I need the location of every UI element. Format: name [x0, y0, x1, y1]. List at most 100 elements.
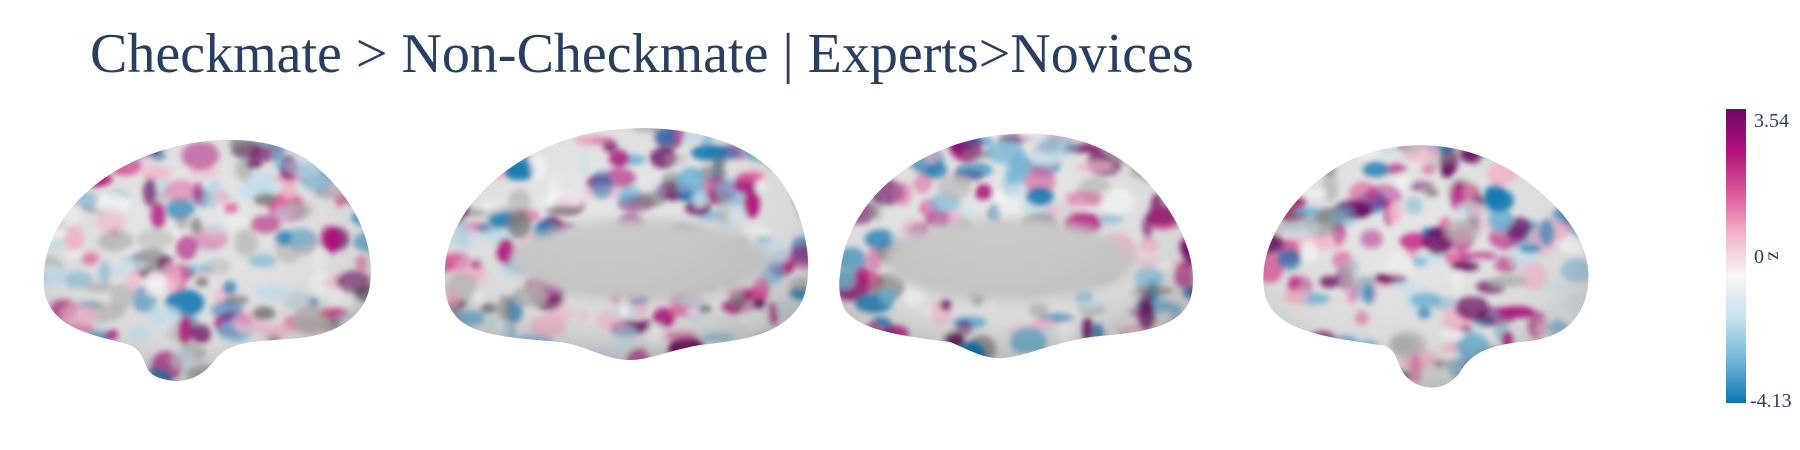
activation-blob	[290, 373, 310, 381]
activation-blob	[1173, 189, 1188, 202]
activation-blob	[861, 143, 900, 153]
activation-blob	[111, 142, 146, 157]
activation-blob	[490, 132, 503, 143]
activation-blob	[43, 364, 77, 376]
colorbar-gradient	[1726, 109, 1746, 403]
activation-blob	[295, 356, 330, 367]
activation-blob	[359, 200, 371, 213]
activation-blob	[345, 139, 356, 163]
activation-blob	[280, 354, 292, 381]
activation-blob	[1556, 188, 1581, 209]
activation-blob	[460, 148, 486, 177]
activation-blob	[1334, 335, 1345, 365]
activation-blob	[470, 133, 491, 152]
activation-blob	[1185, 320, 1194, 343]
activation-blob	[1341, 348, 1360, 365]
activation-blob	[82, 365, 96, 381]
activation-blob	[46, 189, 72, 210]
activation-blob	[483, 128, 518, 139]
activation-blob	[73, 156, 90, 173]
activation-blob	[285, 367, 314, 381]
activation-blob	[1527, 341, 1560, 354]
activation-blob	[271, 374, 282, 381]
activation-blob	[453, 128, 490, 147]
activation-blob	[1263, 169, 1278, 185]
activation-blob	[498, 131, 517, 158]
activation-blob	[1522, 155, 1553, 167]
activation-blob	[786, 322, 806, 344]
activation-blob	[674, 349, 689, 361]
activation-blob	[58, 352, 76, 381]
activation-blob	[1182, 328, 1194, 339]
activation-blob	[850, 138, 879, 168]
activation-blob	[1166, 168, 1194, 197]
activation-blob	[449, 128, 475, 146]
activation-blob	[52, 139, 69, 157]
activation-blob	[1312, 353, 1325, 372]
activation-blob	[1343, 363, 1372, 376]
activation-blob	[45, 200, 70, 210]
activation-blob	[1293, 359, 1313, 373]
activation-blob	[1581, 361, 1589, 376]
activation-blob	[1293, 145, 1320, 172]
activation-blob	[242, 356, 254, 372]
activation-blob	[767, 156, 780, 169]
activation-blob	[310, 364, 333, 381]
activation-blob	[897, 133, 921, 140]
activation-blob	[1288, 145, 1311, 157]
activation-blob	[357, 336, 371, 358]
activation-blob	[783, 330, 809, 343]
activation-blob	[795, 155, 809, 179]
activation-blob	[740, 354, 767, 361]
activation-blob	[772, 151, 796, 163]
activation-blob	[56, 180, 72, 200]
activation-blob	[507, 140, 522, 160]
brain-surface-panel	[0, 110, 1720, 430]
activation-blob	[1264, 156, 1290, 175]
activation-blob	[231, 348, 270, 365]
activation-blob	[459, 339, 477, 357]
surface-shading	[1263, 145, 1589, 388]
activation-blob	[249, 358, 262, 381]
activation-blob	[1575, 337, 1589, 350]
activation-blob	[296, 144, 328, 155]
activation-blob	[1549, 353, 1567, 373]
activation-blob	[91, 341, 110, 351]
colorbar-mid-label: 0	[1754, 246, 1764, 268]
activation-blob	[798, 197, 809, 220]
activation-blob	[888, 148, 906, 158]
activation-blob	[1263, 335, 1274, 360]
brain-view-right-lateral	[1263, 145, 1589, 388]
activation-blob	[1585, 190, 1589, 206]
activation-blob	[713, 349, 734, 361]
activation-blob	[749, 128, 769, 133]
activation-blob	[1126, 141, 1147, 149]
activation-blob	[778, 150, 809, 169]
activation-blob	[1494, 145, 1514, 158]
colorbar-max-label: 3.54	[1754, 110, 1789, 132]
activation-blob	[1183, 332, 1194, 359]
activation-blob	[334, 139, 371, 147]
activation-blob	[1470, 145, 1484, 153]
activation-blob	[462, 128, 500, 147]
activation-blob	[1338, 350, 1358, 363]
activation-blob	[359, 335, 370, 362]
activation-blob	[310, 356, 343, 368]
activation-blob	[1565, 145, 1584, 151]
figure-title: Checkmate > Non-Checkmate | Experts>Novi…	[90, 23, 1194, 85]
activation-blob	[94, 143, 111, 155]
activation-blob	[1128, 147, 1151, 158]
activation-blob	[1269, 354, 1301, 384]
activation-blob	[61, 175, 76, 200]
surface-shading	[43, 139, 371, 381]
activation-blob	[331, 344, 366, 362]
activation-blob	[839, 140, 849, 150]
activation-blob	[333, 362, 371, 381]
activation-blob	[1263, 148, 1288, 167]
activation-blob	[844, 153, 874, 179]
activation-blob	[754, 333, 772, 359]
activation-blob	[890, 133, 930, 145]
activation-blob	[1263, 348, 1278, 365]
activation-blob	[725, 352, 757, 361]
activation-blob	[119, 367, 144, 381]
